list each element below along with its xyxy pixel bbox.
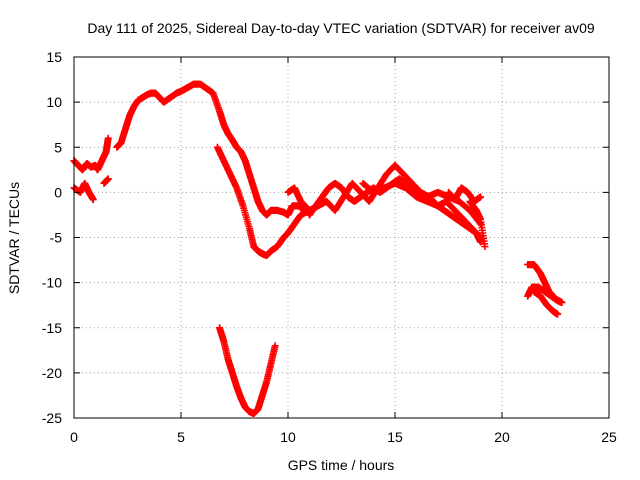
y-tick-label: -25 (42, 410, 62, 426)
series-track-4 (113, 80, 313, 219)
x-tick-label: 20 (494, 429, 510, 445)
y-tick-label: -15 (42, 320, 62, 336)
series-track-11 (466, 197, 489, 251)
data-point-marker (481, 243, 489, 251)
series-track-8 (359, 179, 442, 210)
series-track-10 (445, 184, 485, 205)
data-point-marker (89, 196, 97, 204)
x-tick-label: 0 (70, 429, 78, 445)
tick-layer: 0 5 10 15 20 25 15 10 5 0 -5 -10 -15 -20 -25 (42, 49, 617, 445)
y-tick-label: -20 (42, 365, 62, 381)
chart-title: Day 111 of 2025, Sidereal Day-to-day VTE… (87, 20, 595, 36)
data-point-marker (104, 175, 112, 183)
series-track-14 (216, 324, 279, 417)
data-point-marker (476, 233, 484, 241)
grid-layer (74, 57, 609, 418)
data-layer (70, 80, 566, 417)
series-track-2 (70, 179, 97, 204)
y-axis-label: SDTVAR / TECUs (6, 182, 22, 294)
data-point-marker (524, 292, 532, 300)
data-point-marker (477, 193, 485, 201)
data-point-marker (554, 310, 562, 318)
series-track-3 (100, 175, 112, 187)
x-tick-label: 25 (601, 429, 617, 445)
series-track-7 (284, 161, 485, 241)
y-tick-label: -5 (50, 230, 63, 246)
x-tick-label: 10 (280, 429, 296, 445)
series-track-5 (213, 143, 313, 260)
y-tick-label: -10 (42, 275, 62, 291)
data-point-marker (104, 134, 112, 142)
y-tick-label: 0 (54, 184, 62, 200)
data-point-marker (271, 342, 279, 350)
series-track-13 (530, 288, 562, 318)
y-tick-label: 15 (46, 49, 62, 65)
x-axis-label: GPS time / hours (288, 457, 395, 473)
x-tick-label: 15 (387, 429, 403, 445)
y-tick-label: 10 (46, 94, 62, 110)
y-tick-label: 5 (54, 139, 62, 155)
series-track-12 (524, 261, 566, 306)
x-tick-label: 5 (177, 429, 185, 445)
series-track-1 (70, 134, 112, 174)
data-point-marker (434, 202, 442, 210)
